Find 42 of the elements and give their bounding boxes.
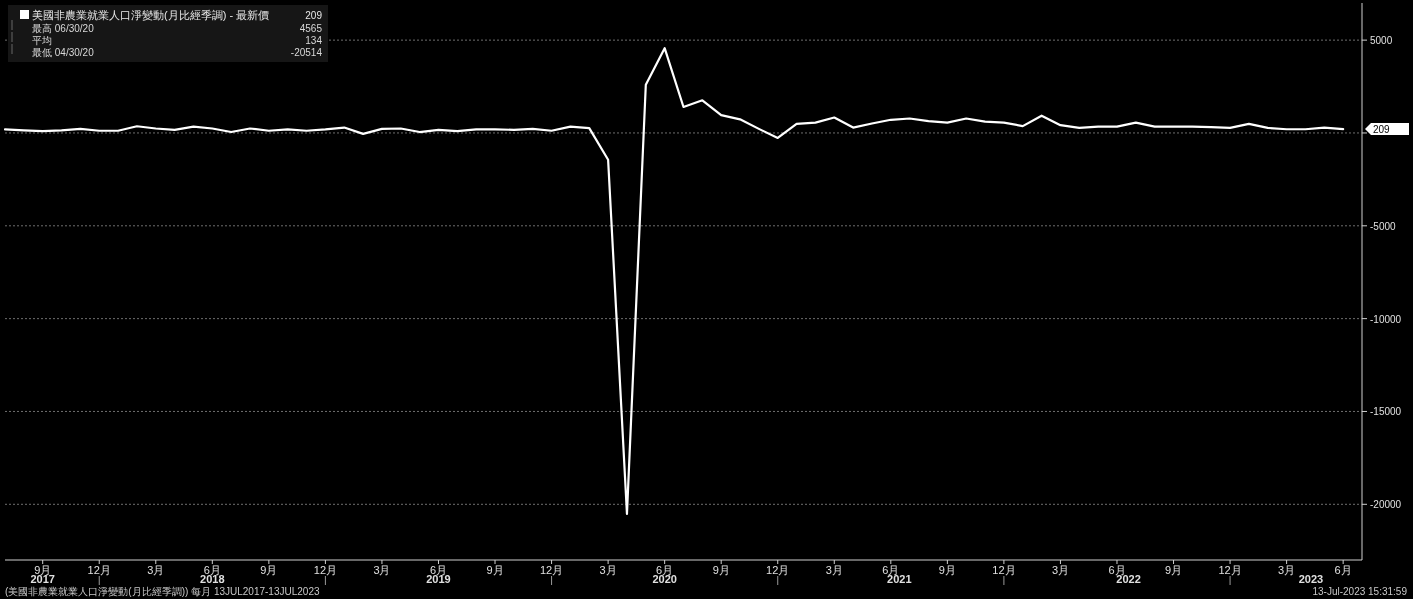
annotation: 209 xyxy=(305,10,323,21)
x-tick-label: 12月 xyxy=(313,564,338,576)
x-tick-label: 6月 xyxy=(656,564,674,576)
annotation: -20514 xyxy=(290,47,323,58)
x-tick-label: 3月 xyxy=(599,564,617,576)
y-tick-label: -15000 xyxy=(1370,406,1402,418)
annotation: 最高 06/30/20 xyxy=(32,23,95,34)
x-tick-label: 6月 xyxy=(203,564,221,576)
x-tick-label: 3月 xyxy=(825,564,843,576)
x-tick-label: 3月 xyxy=(1051,564,1070,576)
x-tick-label: 12月 xyxy=(766,564,790,576)
x2-tick-label: 2023 xyxy=(1298,573,1324,585)
x-tick-label: 6月 xyxy=(429,564,448,576)
annotation: 最低 04/30/20 xyxy=(32,47,95,58)
x-tick-label: 3月 xyxy=(147,564,165,576)
x-tick-label: 3月 xyxy=(373,564,391,576)
x-tick-label: 12月 xyxy=(1218,564,1242,576)
x-tick-label: 9月 xyxy=(260,564,278,576)
annotation: 134 xyxy=(305,35,323,46)
x-tick-label: 9月 xyxy=(486,564,504,576)
annotation: 平均 xyxy=(32,35,52,46)
y-tick-label: -20000 xyxy=(1370,499,1402,511)
y-tick-label: -10000 xyxy=(1370,313,1402,325)
y-tick-label: -5000 xyxy=(1370,220,1397,232)
x-tick-label: 3月 xyxy=(1278,564,1296,576)
line-series xyxy=(3,47,1345,515)
x-tick-label: 9月 xyxy=(1164,564,1183,576)
legend-label: 美國非農業就業人口淨變動(月比經季調) - 最新價 xyxy=(32,9,270,21)
x-tick-label: 12月 xyxy=(539,564,564,576)
x-tick-label: 12月 xyxy=(87,564,111,576)
x-tick-label: 6月 xyxy=(1108,564,1126,576)
y-tick-label: 5000 xyxy=(1370,35,1393,47)
x-tick-label: 12月 xyxy=(992,564,1016,576)
text: 209 xyxy=(1373,124,1391,136)
x-tick-label: 9月 xyxy=(34,564,52,576)
x-tick-label: 9月 xyxy=(938,564,956,576)
text: (美國非農業就業人口淨變動(月比經季調)) 每月 13JUL2017-13JUL2023 xyxy=(5,586,320,597)
x-tick-label: 9月 xyxy=(712,564,730,576)
x-tick-label: 6月 xyxy=(1334,564,1352,576)
x-tick-label: 6月 xyxy=(882,564,900,576)
text: 13-Jul-2023 15:31:59 xyxy=(1312,586,1408,597)
annotation: 4565 xyxy=(299,23,323,34)
